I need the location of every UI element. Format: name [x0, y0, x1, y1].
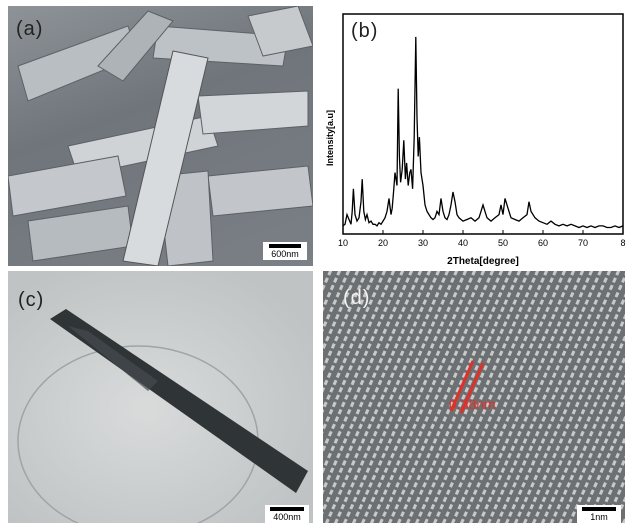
panel-b-xrd-chart: Intensity[a.u] 2Theta[degree] 10 20 30 40 50…: [323, 6, 625, 268]
lattice-fringe: [414, 271, 531, 523]
panel-c-tem-image: (c) 400nm: [8, 271, 313, 523]
lattice-fringe: [360, 271, 477, 523]
lattice-fringe: [603, 475, 625, 523]
x-tick-label: 40: [458, 238, 468, 248]
panel-a-label: (a): [16, 18, 44, 40]
lattice-fringe: [423, 271, 540, 523]
xrd-chart: Intensity[a.u] 2Theta[degree] 10 20 30 40 50…: [325, 13, 625, 267]
panel-a-sem-image: (a) 600nm: [8, 6, 313, 266]
lattice-fringe: [486, 271, 603, 523]
lattice-fringe: [495, 271, 612, 523]
x-tick-label: 30: [418, 238, 428, 248]
tem-single-rod-image: [17, 309, 308, 523]
x-axis-label: 2Theta[degree]: [447, 256, 519, 267]
scale-bar-d-text: 1nm: [590, 512, 608, 522]
sem-microrods-image: [8, 6, 313, 266]
lattice-fringe: [323, 271, 423, 495]
x-tick-label: 50: [498, 238, 508, 248]
lattice-fringe: [585, 435, 625, 523]
scale-bar-line: [270, 507, 304, 511]
lattice-fringe: [441, 271, 558, 523]
y-axis-label: Intensity[a.u]: [325, 110, 335, 166]
lattice-fringe: [468, 271, 585, 523]
lattice-fringe: [594, 455, 625, 523]
panel-d-label: (d): [343, 287, 371, 309]
lattice-fringe: [558, 374, 625, 523]
lattice-fringe: [513, 273, 625, 523]
lattice-fringe: [477, 271, 594, 523]
lattice-fringe: [351, 271, 468, 523]
lattice-fringe: [324, 271, 441, 523]
lattice-fringe: [549, 354, 625, 523]
scale-bar-d: 1nm: [577, 505, 621, 523]
lattice-fringe: [387, 271, 504, 523]
lattice-fringe: [459, 271, 576, 523]
long-microrod: [122, 50, 209, 266]
panel-b-label: (b): [351, 20, 379, 42]
lattice-fringe: [378, 271, 495, 523]
lattice-fringe: [567, 394, 625, 523]
xrd-pattern-line: [342, 36, 624, 229]
lattice-fringe: [323, 271, 396, 434]
lattice-fringe: [576, 414, 625, 523]
scale-bar-line: [582, 507, 616, 511]
lattice-fringe: [342, 271, 459, 523]
scale-bar-c: 400nm: [265, 505, 309, 523]
panel-d-hrtem-image: 0.38nm (d) 1nm: [323, 271, 625, 523]
x-axis-ticks: 10 20 30 40 50 60 70 8: [338, 230, 625, 248]
plot-frame: [342, 13, 624, 235]
lattice-fringe: [450, 271, 567, 523]
scale-bar-c-text: 400nm: [273, 512, 301, 522]
lattice-fringes: [323, 271, 625, 523]
d-spacing-label: 0.38nm: [449, 396, 496, 412]
x-tick-label: 70: [578, 238, 588, 248]
lattice-fringe: [323, 271, 414, 474]
x-tick-label: 60: [538, 238, 548, 248]
lattice-fringe: [369, 271, 486, 523]
lattice-fringe: [396, 271, 513, 523]
panel-c-label: (c): [18, 289, 45, 311]
x-tick-label: 10: [338, 238, 348, 248]
x-tick-label: 8: [620, 238, 625, 248]
scale-bar-a-text: 600nm: [271, 249, 299, 259]
x-tick-label: 20: [378, 238, 388, 248]
lattice-fringe: [522, 293, 625, 523]
scale-bar-a: 600nm: [263, 242, 307, 260]
lattice-fringe: [323, 271, 432, 515]
lattice-fringe: [405, 271, 522, 523]
scale-bar-line: [269, 244, 301, 248]
lattice-fringe: [333, 271, 450, 523]
lattice-fringe: [504, 271, 621, 523]
lattice-fringe: [323, 271, 387, 414]
lattice-fringe: [531, 313, 625, 523]
fringe-marker-1: [449, 360, 475, 412]
lattice-fringe: [432, 271, 549, 523]
lattice-fringe: [540, 333, 625, 523]
lattice-fringes-image: 0.38nm: [323, 271, 625, 523]
lattice-fringe: [323, 271, 405, 454]
fringe-marker-2: [459, 362, 485, 414]
